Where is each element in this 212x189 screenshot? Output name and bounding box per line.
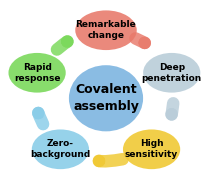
Ellipse shape [69, 65, 143, 131]
Text: Covalent
assembly: Covalent assembly [73, 83, 139, 113]
Ellipse shape [8, 53, 66, 93]
Text: High
sensitivity: High sensitivity [125, 139, 178, 159]
Ellipse shape [123, 129, 180, 169]
Ellipse shape [32, 129, 89, 169]
FancyArrowPatch shape [135, 38, 145, 43]
FancyArrowPatch shape [38, 113, 43, 124]
Text: Rapid
response: Rapid response [14, 63, 60, 83]
Text: Zero-
background: Zero- background [30, 139, 91, 159]
FancyArrowPatch shape [57, 42, 67, 50]
Text: Deep
penetration: Deep penetration [142, 63, 202, 83]
FancyArrowPatch shape [172, 103, 173, 114]
Text: Remarkable
change: Remarkable change [76, 20, 136, 40]
Ellipse shape [75, 10, 137, 50]
Ellipse shape [143, 53, 200, 93]
FancyArrowPatch shape [99, 159, 123, 161]
